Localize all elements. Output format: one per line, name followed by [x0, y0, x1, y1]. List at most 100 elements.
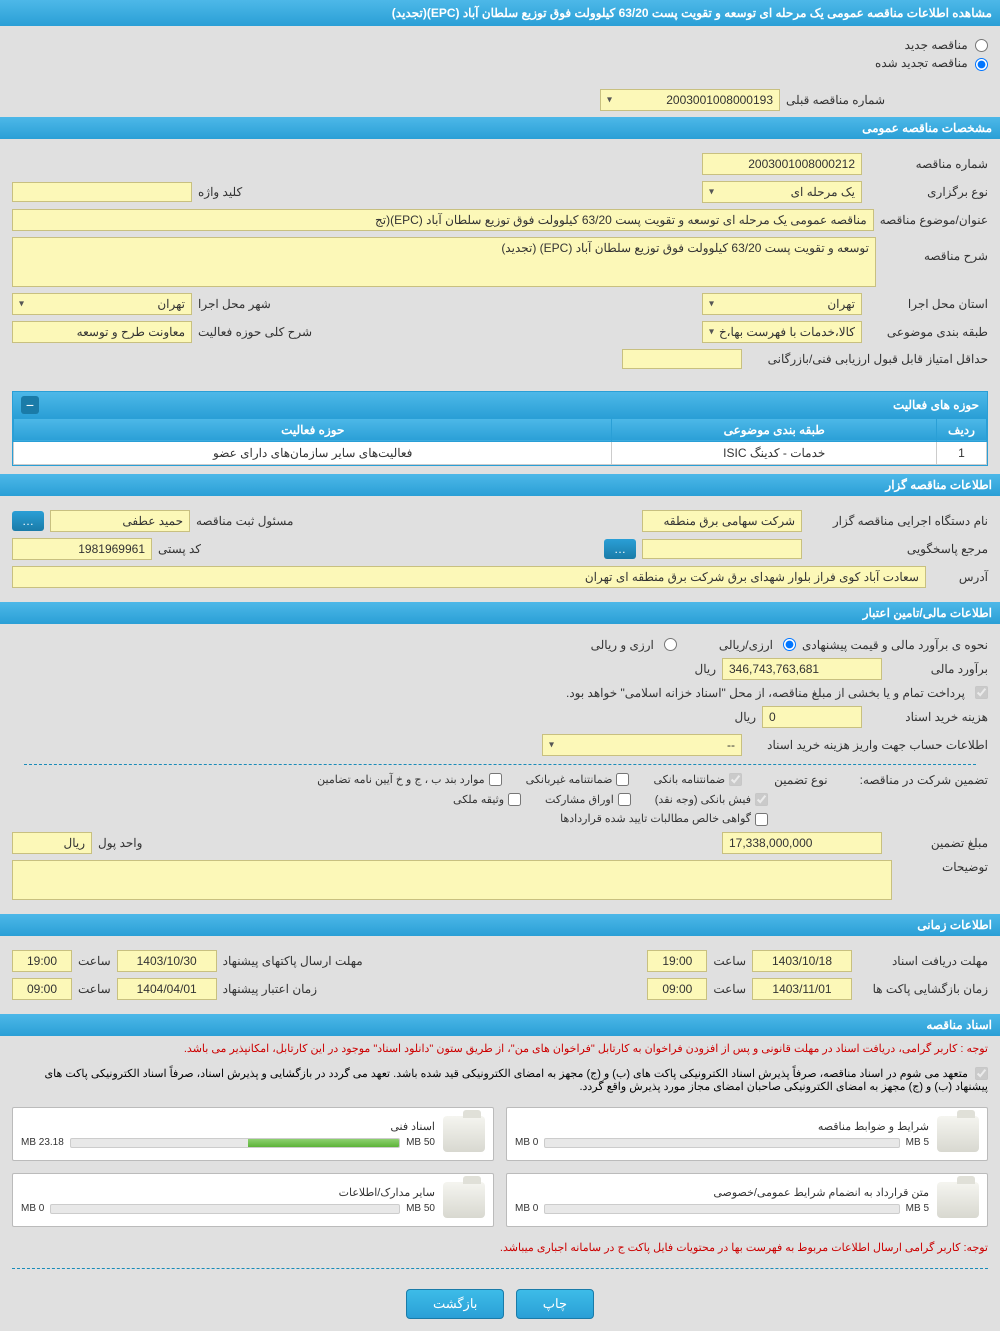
- doc-max: 50 MB: [406, 1203, 435, 1214]
- th-row: ردیف: [937, 418, 987, 441]
- estimate-label: برآورد مالی: [888, 662, 988, 676]
- activity-table-title: حوزه های فعالیت: [893, 398, 979, 412]
- city-select[interactable]: تهران: [12, 293, 192, 315]
- prev-number-select[interactable]: 2003001008000193: [600, 89, 780, 111]
- section-organizer: اطلاعات مناقصه گزار: [0, 474, 1000, 496]
- doc-cost-label: هزینه خرید اسناد: [868, 710, 988, 724]
- cb-nonbank[interactable]: [616, 773, 629, 786]
- separator: [24, 764, 976, 765]
- postal-code-label: کد پستی: [158, 542, 201, 556]
- doc-max: 50 MB: [406, 1137, 435, 1148]
- commitment-text: متعهد می شوم در اسناد مناقصه، صرفاً پذیر…: [45, 1068, 989, 1094]
- validity-date: 1404/04/01: [117, 978, 217, 1000]
- address-value: سعادت آباد کوی فراز بلوار شهدای برق شرکت…: [12, 566, 926, 588]
- packet-send-label: مهلت ارسال پاکتهای پیشنهاد: [223, 954, 363, 968]
- docs-notice-2: توجه: کاربر گرامی ارسال اطلاعات مربوط به…: [0, 1235, 1000, 1260]
- prev-number-label: شماره مناقصه قبلی: [786, 93, 885, 107]
- tender-type-radios: مناقصه جدید مناقصه تجدید شده: [0, 26, 1000, 83]
- open-label: زمان بازگشایی پاکت ها: [858, 982, 988, 996]
- radio-new-tender[interactable]: [975, 39, 988, 52]
- radio-rial[interactable]: [783, 638, 796, 651]
- print-button[interactable]: چاپ: [516, 1289, 594, 1319]
- hour-label-4: ساعت: [78, 982, 111, 996]
- validity-label: زمان اعتبار پیشنهاد: [223, 982, 317, 996]
- estimate-value: 346,743,763,681: [722, 658, 882, 680]
- rial-unit-1: ریال: [694, 662, 716, 676]
- min-score-input[interactable]: [622, 349, 742, 369]
- doc-used: 0 MB: [515, 1137, 538, 1148]
- guarantee-header: تضمین شرکت در مناقصه:: [860, 773, 988, 787]
- postal-code-value: 1981969961: [12, 538, 152, 560]
- separator-2: [12, 1268, 988, 1269]
- guarantee-type-label: نوع تضمین: [774, 773, 827, 787]
- title-input[interactable]: مناقصه عمومی یک مرحله ای توسعه و تقویت پ…: [12, 209, 874, 231]
- hour-label-1: ساعت: [713, 954, 746, 968]
- section-timing: اطلاعات زمانی: [0, 914, 1000, 936]
- doc-box-other[interactable]: سایر مدارک/اطلاعات 50 MB 0 MB: [12, 1173, 494, 1227]
- doc-cost-value: 0: [762, 706, 862, 728]
- radio-renewed-tender[interactable]: [975, 58, 988, 71]
- cb-bonds[interactable]: [618, 793, 631, 806]
- radio-both[interactable]: [664, 638, 677, 651]
- cb-terms[interactable]: [489, 773, 502, 786]
- folder-icon: [443, 1182, 485, 1218]
- activity-desc-input[interactable]: معاونت طرح و توسعه: [12, 321, 192, 343]
- doc-title: متن قرارداد به انضمام شرایط عمومی/خصوصی: [515, 1186, 929, 1199]
- hour-label-2: ساعت: [78, 954, 111, 968]
- notes-textarea[interactable]: [12, 860, 892, 900]
- open-date: 1403/11/01: [752, 978, 852, 1000]
- section-financial: اطلاعات مالی/تامین اعتبار: [0, 602, 1000, 624]
- holding-type-select[interactable]: یک مرحله ای: [702, 181, 862, 203]
- cb-bank: [729, 773, 742, 786]
- responsible-label: مسئول ثبت مناقصه: [196, 514, 293, 528]
- responsible-picker-button[interactable]: …: [12, 511, 44, 531]
- account-info-select[interactable]: --: [542, 734, 742, 756]
- cb-receivables[interactable]: [755, 813, 768, 826]
- min-score-label: حداقل امتیاز قابل قبول ارزیابی فنی/بازرگ…: [748, 352, 988, 366]
- guarantee-amount-value: 17,338,000,000: [722, 832, 882, 854]
- keyword-input[interactable]: [12, 182, 192, 202]
- folder-icon: [937, 1182, 979, 1218]
- th-category: طبقه بندی موضوعی: [612, 418, 937, 441]
- folder-icon: [443, 1116, 485, 1152]
- description-textarea[interactable]: توسعه و تقویت پست 63/20 کیلوولت فوق توزی…: [12, 237, 876, 287]
- responsible-value: حمید عطفی: [50, 510, 190, 532]
- category-label: طبقه بندی موضوعی: [868, 325, 988, 339]
- th-scope: حوزه فعالیت: [14, 418, 612, 441]
- radio-new-label: مناقصه جدید: [905, 38, 968, 52]
- category-select[interactable]: کالا،خدمات با فهرست بها،خ: [702, 321, 862, 343]
- payment-note: پرداخت تمام و یا بخشی از مبلغ مناقصه، از…: [566, 686, 965, 700]
- province-label: استان محل اجرا: [868, 297, 988, 311]
- account-info-label: اطلاعات حساب جهت واریز هزینه خرید اسناد: [748, 738, 988, 752]
- doc-box-technical[interactable]: اسناد فنی 50 MB 23.18 MB: [12, 1107, 494, 1161]
- doc-used: 23.18 MB: [21, 1137, 64, 1148]
- section-general-specs: مشخصات مناقصه عمومی: [0, 117, 1000, 139]
- holding-type-label: نوع برگزاری: [868, 185, 988, 199]
- radio-both-label: ارزی و ریالی: [591, 638, 654, 652]
- validity-time: 09:00: [12, 978, 72, 1000]
- unit-value: ریال: [12, 832, 92, 854]
- response-ref-picker-button[interactable]: …: [604, 539, 636, 559]
- progress-bar: [50, 1204, 400, 1214]
- rial-unit-2: ریال: [734, 710, 756, 724]
- progress-bar: [544, 1204, 899, 1214]
- city-label: شهر محل اجرا: [198, 297, 271, 311]
- doc-box-contract[interactable]: متن قرارداد به انضمام شرایط عمومی/خصوصی …: [506, 1173, 988, 1227]
- hour-label-3: ساعت: [713, 982, 746, 996]
- unit-label: واحد پول: [98, 836, 142, 850]
- packet-send-date: 1403/10/30: [117, 950, 217, 972]
- page-title: مشاهده اطلاعات مناقصه عمومی یک مرحله ای …: [0, 0, 1000, 26]
- payment-note-checkbox: [975, 686, 988, 699]
- collapse-icon[interactable]: −: [21, 396, 39, 414]
- doc-deadline-date: 1403/10/18: [752, 950, 852, 972]
- doc-box-conditions[interactable]: شرایط و ضوابط مناقصه 5 MB 0 MB: [506, 1107, 988, 1161]
- back-button[interactable]: بازگشت: [406, 1289, 504, 1319]
- response-ref-label: مرجع پاسخگویی: [808, 542, 988, 556]
- doc-title: اسناد فنی: [21, 1120, 435, 1133]
- province-select[interactable]: تهران: [702, 293, 862, 315]
- doc-title: شرایط و ضوابط مناقصه: [515, 1120, 929, 1133]
- tender-number-label: شماره مناقصه: [868, 157, 988, 171]
- activity-table: حوزه های فعالیت − ردیف طبقه بندی موضوعی …: [12, 391, 988, 466]
- cb-property[interactable]: [508, 793, 521, 806]
- doc-used: 0 MB: [515, 1203, 538, 1214]
